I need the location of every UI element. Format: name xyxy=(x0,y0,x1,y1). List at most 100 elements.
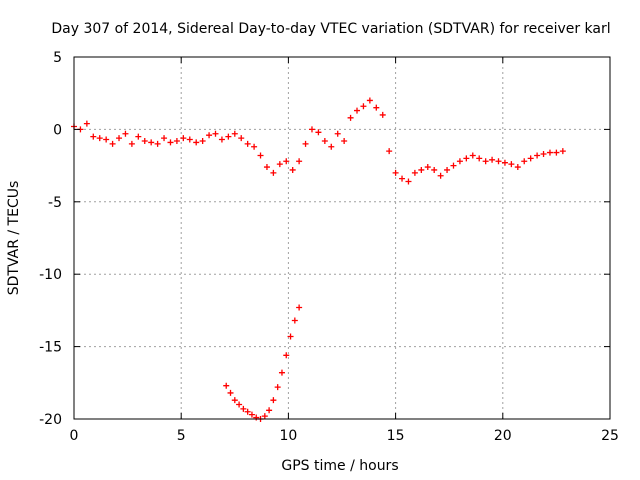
data-point xyxy=(96,135,103,142)
data-point xyxy=(540,151,547,158)
y-tick-label: -5 xyxy=(48,195,62,211)
data-point xyxy=(193,139,200,146)
data-point xyxy=(257,152,264,159)
data-point xyxy=(244,408,251,415)
y-tick-label: -20 xyxy=(39,412,62,428)
data-point xyxy=(521,158,528,165)
data-point xyxy=(424,164,431,171)
data-point xyxy=(334,130,341,137)
data-point xyxy=(225,133,232,140)
x-axis-label: GPS time / hours xyxy=(281,458,398,474)
data-series xyxy=(71,97,566,422)
data-point xyxy=(231,397,238,404)
series-dip xyxy=(223,304,303,422)
data-point xyxy=(527,155,534,162)
data-point xyxy=(154,140,161,147)
data-point xyxy=(328,143,335,150)
data-point xyxy=(463,155,470,162)
data-point xyxy=(360,103,367,110)
data-point xyxy=(173,137,180,144)
data-point xyxy=(321,137,328,144)
data-point xyxy=(135,133,142,140)
grid xyxy=(74,57,610,419)
data-point xyxy=(206,132,213,139)
data-point xyxy=(289,166,296,173)
data-point xyxy=(392,169,399,176)
data-point xyxy=(489,156,496,163)
x-tick-label: 25 xyxy=(601,428,619,444)
data-point xyxy=(83,120,90,127)
data-point xyxy=(308,126,315,133)
data-point xyxy=(263,164,270,171)
data-point xyxy=(186,136,193,143)
chart-title: Day 307 of 2014, Sidereal Day-to-day VTE… xyxy=(51,21,610,37)
axis-ticks: 0 5 10 15 20 25 5 0 -5 -10 -15 -20 xyxy=(39,50,619,444)
data-point xyxy=(405,178,412,185)
data-point xyxy=(469,152,476,159)
data-point xyxy=(199,137,206,144)
data-point xyxy=(399,175,406,182)
data-point xyxy=(341,137,348,144)
data-point xyxy=(296,304,303,311)
data-point xyxy=(495,158,502,165)
data-point xyxy=(450,162,457,169)
data-point xyxy=(354,107,361,114)
data-point xyxy=(501,159,508,166)
data-point xyxy=(128,140,135,147)
series-main xyxy=(71,97,566,185)
data-point xyxy=(238,135,245,142)
data-point xyxy=(373,104,380,111)
x-tick-label: 15 xyxy=(387,428,405,444)
data-point xyxy=(559,148,566,155)
data-point xyxy=(366,97,373,104)
x-tick-label: 10 xyxy=(279,428,297,444)
data-point xyxy=(291,317,298,324)
data-point xyxy=(240,405,247,412)
data-point xyxy=(296,158,303,165)
data-point xyxy=(514,164,521,171)
data-point xyxy=(148,139,155,146)
data-point xyxy=(90,133,97,140)
data-point xyxy=(386,148,393,155)
data-point xyxy=(109,140,116,147)
data-point xyxy=(476,155,483,162)
x-tick-label: 20 xyxy=(494,428,512,444)
data-point xyxy=(431,166,438,173)
plot-frame xyxy=(73,56,611,420)
data-point xyxy=(283,158,290,165)
data-point xyxy=(411,169,418,176)
data-point xyxy=(287,333,294,340)
y-tick-label: -10 xyxy=(39,267,62,283)
data-point xyxy=(456,158,463,165)
data-point xyxy=(270,397,277,404)
data-point xyxy=(244,140,251,147)
data-point xyxy=(276,161,283,168)
data-point xyxy=(274,384,281,391)
data-point xyxy=(379,111,386,118)
data-point xyxy=(218,136,225,143)
y-axis-label: SDTVAR / TECUs xyxy=(6,181,22,296)
data-point xyxy=(223,382,230,389)
x-tick-label: 5 xyxy=(177,428,186,444)
data-point xyxy=(444,166,451,173)
data-point xyxy=(122,130,129,137)
data-point xyxy=(302,140,309,147)
data-point xyxy=(347,114,354,121)
y-tick-label: 0 xyxy=(53,122,62,138)
data-point xyxy=(248,411,255,418)
x-tick-label: 0 xyxy=(70,428,79,444)
data-point xyxy=(437,172,444,179)
data-point xyxy=(418,166,425,173)
data-point xyxy=(251,143,258,150)
data-point xyxy=(227,389,234,396)
data-point xyxy=(546,149,553,156)
data-point xyxy=(161,135,168,142)
data-point xyxy=(103,136,110,143)
data-point xyxy=(116,135,123,142)
data-point xyxy=(315,129,322,136)
data-point xyxy=(534,152,541,159)
data-point xyxy=(261,413,268,420)
data-point xyxy=(253,414,260,421)
data-point xyxy=(508,161,515,168)
